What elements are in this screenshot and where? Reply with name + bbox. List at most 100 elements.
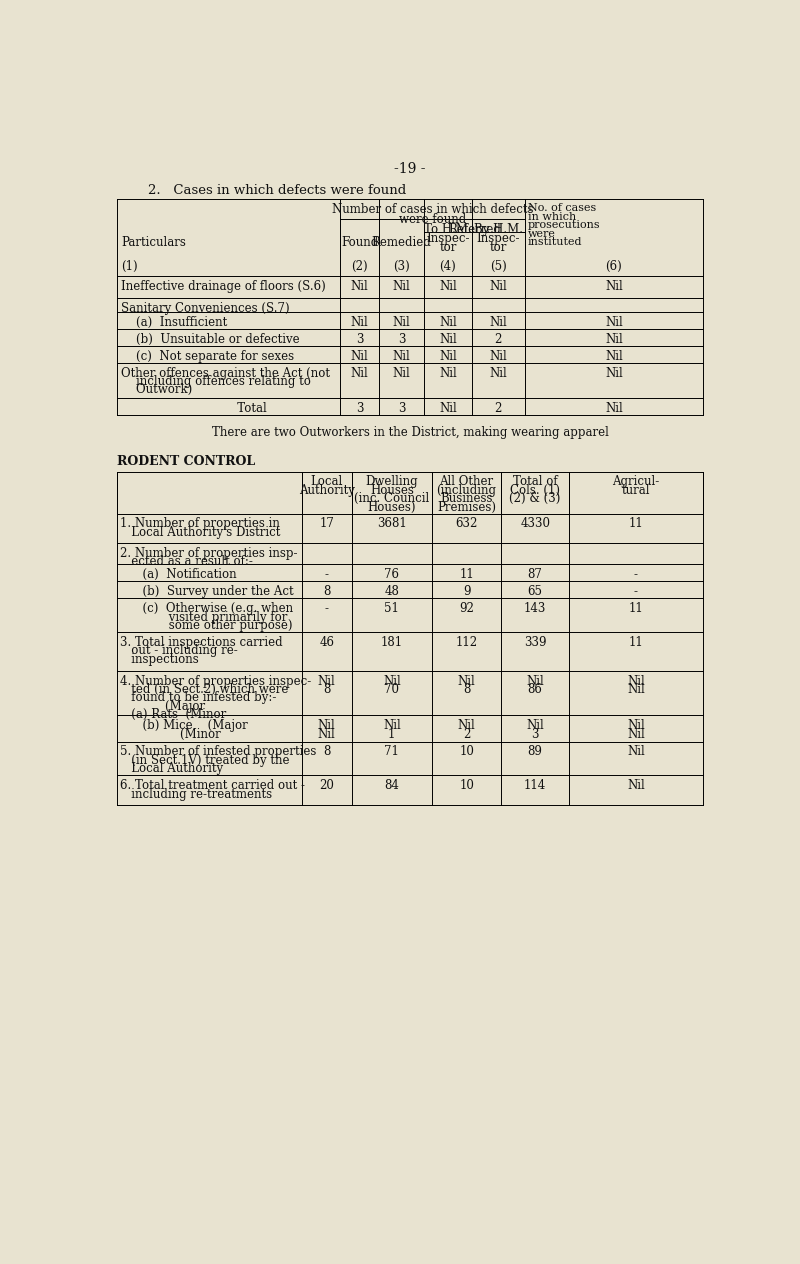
Text: Nil: Nil	[350, 316, 369, 329]
Text: 2: 2	[494, 402, 502, 415]
Text: 3: 3	[531, 728, 539, 741]
Text: 71: 71	[384, 746, 399, 758]
Text: Nil: Nil	[383, 675, 401, 688]
Text: (including: (including	[437, 484, 497, 497]
Text: 11: 11	[629, 517, 643, 531]
Text: Inspec-: Inspec-	[477, 231, 520, 245]
Text: 8: 8	[323, 585, 330, 598]
Text: 92: 92	[459, 602, 474, 616]
Text: (b)  Survey under the Act: (b) Survey under the Act	[120, 585, 294, 598]
Text: Nil: Nil	[605, 402, 622, 415]
Text: instituted: instituted	[528, 238, 582, 248]
Text: Nil: Nil	[350, 367, 369, 379]
Text: Agricul-: Agricul-	[612, 475, 659, 488]
Text: Authority: Authority	[298, 484, 354, 497]
Text: 70: 70	[384, 683, 399, 696]
Text: Other offences against the Act (not: Other offences against the Act (not	[121, 367, 330, 379]
Text: (2) & (3): (2) & (3)	[510, 492, 561, 506]
Text: Nil: Nil	[605, 350, 622, 363]
Text: -: -	[634, 585, 638, 598]
Text: 8: 8	[323, 683, 330, 696]
Text: (1): (1)	[121, 259, 138, 273]
Text: Nil: Nil	[627, 728, 645, 741]
Text: tor: tor	[490, 241, 507, 254]
Text: (b) Mice    (Major: (b) Mice (Major	[120, 719, 248, 732]
Text: Nil: Nil	[490, 367, 507, 379]
Text: Local: Local	[310, 475, 343, 488]
Text: Nil: Nil	[439, 350, 457, 363]
Text: 84: 84	[384, 779, 399, 793]
Text: Nil: Nil	[439, 367, 457, 379]
Text: Remedied: Remedied	[371, 236, 431, 249]
Text: Ineffective drainage of floors (S.6): Ineffective drainage of floors (S.6)	[121, 281, 326, 293]
Text: (inc. Council: (inc. Council	[354, 492, 430, 506]
Text: Nil: Nil	[490, 281, 507, 293]
Text: Nil: Nil	[490, 350, 507, 363]
Text: Sanitary Conveniences (S.7): Sanitary Conveniences (S.7)	[121, 302, 290, 315]
Text: All Other: All Other	[439, 475, 494, 488]
Text: Nil: Nil	[627, 779, 645, 793]
Text: Dwelling: Dwelling	[366, 475, 418, 488]
Text: 65: 65	[528, 585, 542, 598]
Text: 5. Number of infested properties: 5. Number of infested properties	[120, 746, 317, 758]
Text: Houses: Houses	[370, 484, 414, 497]
Text: Total: Total	[121, 402, 266, 415]
Text: 2. Number of properties insp-: 2. Number of properties insp-	[120, 547, 298, 560]
Text: 4. Number of properties inspec-: 4. Number of properties inspec-	[120, 675, 311, 688]
Text: (a)  Insufficient: (a) Insufficient	[121, 316, 227, 329]
Text: 51: 51	[384, 602, 399, 616]
Text: Nil: Nil	[439, 332, 457, 345]
Text: Outwork): Outwork)	[121, 383, 192, 397]
Text: Nil: Nil	[605, 316, 622, 329]
Text: 114: 114	[524, 779, 546, 793]
Text: Nil: Nil	[605, 332, 622, 345]
Text: Nil: Nil	[439, 402, 457, 415]
Text: Nil: Nil	[605, 281, 622, 293]
Text: 10: 10	[459, 779, 474, 793]
Text: (Minor: (Minor	[120, 728, 221, 741]
Text: (c)  Not separate for sexes: (c) Not separate for sexes	[121, 350, 294, 363]
Text: (b)  Unsuitable or defective: (b) Unsuitable or defective	[121, 332, 299, 345]
Text: Total of: Total of	[513, 475, 558, 488]
Text: (a) Rats  (Minor: (a) Rats (Minor	[120, 708, 226, 722]
Text: Nil: Nil	[439, 281, 457, 293]
Text: Local Authority's District: Local Authority's District	[120, 526, 281, 538]
Text: Particulars: Particulars	[121, 236, 186, 249]
Text: some other purpose): some other purpose)	[120, 619, 293, 632]
Text: 1: 1	[388, 728, 395, 741]
Text: 3: 3	[398, 332, 406, 345]
Text: (5): (5)	[490, 259, 506, 273]
Text: 632: 632	[455, 517, 478, 531]
Text: Nil: Nil	[627, 675, 645, 688]
Text: 2: 2	[494, 332, 502, 345]
Text: Nil: Nil	[439, 316, 457, 329]
Text: (c)  Otherwise (e.g. when: (c) Otherwise (e.g. when	[120, 602, 294, 616]
Text: found to be infested by:-: found to be infested by:-	[120, 691, 277, 704]
Text: including re-treatments: including re-treatments	[120, 787, 272, 800]
Text: 11: 11	[629, 636, 643, 648]
Text: Cols. (1): Cols. (1)	[510, 484, 560, 497]
Text: Nil: Nil	[393, 350, 410, 363]
Text: Nil: Nil	[526, 719, 544, 732]
Text: 339: 339	[524, 636, 546, 648]
Text: 11: 11	[629, 602, 643, 616]
Text: Referred: Referred	[448, 222, 501, 235]
Text: Nil: Nil	[318, 728, 335, 741]
Text: 48: 48	[384, 585, 399, 598]
Text: 143: 143	[524, 602, 546, 616]
Text: including offences relating to: including offences relating to	[121, 375, 310, 388]
Text: Nil: Nil	[490, 316, 507, 329]
Text: 8: 8	[323, 746, 330, 758]
Text: Inspec-: Inspec-	[426, 231, 470, 245]
Text: Nil: Nil	[627, 746, 645, 758]
Text: 2: 2	[463, 728, 470, 741]
Text: Nil: Nil	[393, 316, 410, 329]
Text: No. of cases: No. of cases	[528, 204, 596, 214]
Text: Local Authority: Local Authority	[120, 762, 223, 775]
Text: -19 -: -19 -	[394, 163, 426, 177]
Text: (3): (3)	[393, 259, 410, 273]
Text: 112: 112	[455, 636, 478, 648]
Text: Nil: Nil	[350, 281, 369, 293]
Text: 6. Total treatment carried out -: 6. Total treatment carried out -	[120, 779, 305, 793]
Text: 20: 20	[319, 779, 334, 793]
